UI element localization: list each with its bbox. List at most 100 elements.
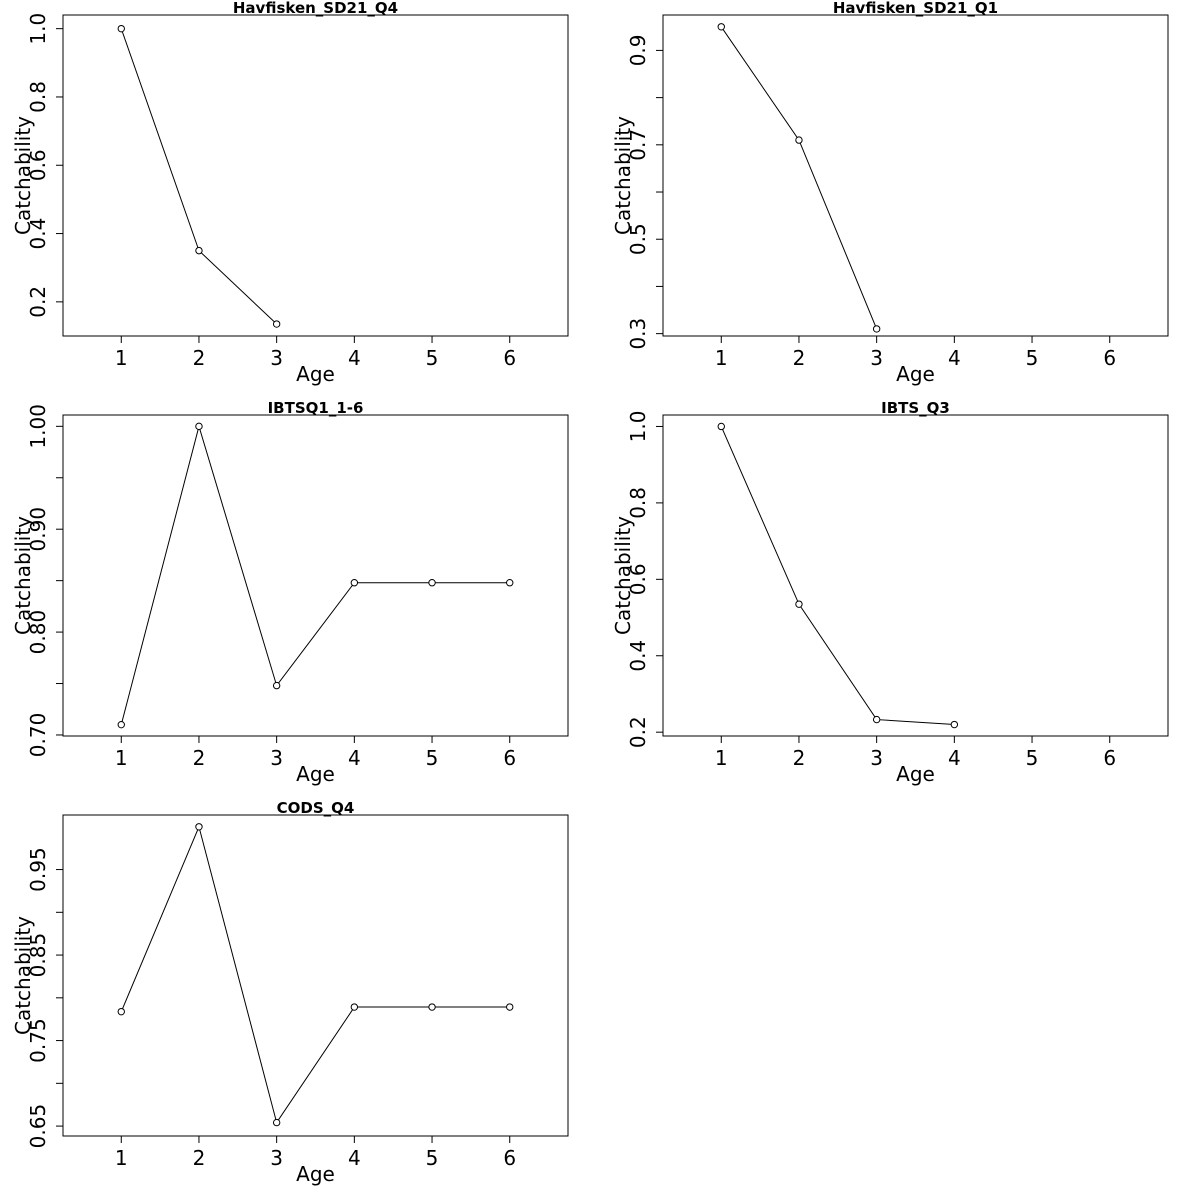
chart-title: Havfisken_SD21_Q4 xyxy=(233,0,398,17)
data-point xyxy=(272,320,281,328)
x-tick-label: 1 xyxy=(115,746,128,770)
y-axis-label: Catchability xyxy=(11,116,35,235)
x-tick-label: 5 xyxy=(426,346,439,370)
chart-title: Havfisken_SD21_Q1 xyxy=(833,0,998,17)
x-tick-label: 3 xyxy=(270,746,283,770)
data-point xyxy=(717,23,725,31)
x-tick-label: 1 xyxy=(715,746,728,770)
y-tick-label: 0.6 xyxy=(26,149,50,181)
x-axis-label: Age xyxy=(296,362,335,386)
data-point xyxy=(872,715,881,724)
y-tick-label: 0.6 xyxy=(626,563,650,595)
chart-title: CODS_Q4 xyxy=(277,799,355,817)
y-tick-label: 1.00 xyxy=(26,404,50,449)
x-tick-label: 4 xyxy=(348,346,361,370)
series-line xyxy=(720,26,878,330)
y-tick-label: 0.3 xyxy=(626,318,650,350)
x-tick-label: 4 xyxy=(348,1146,361,1170)
x-tick-label: 2 xyxy=(793,746,806,770)
data-point xyxy=(117,1007,125,1016)
y-tick-label: 0.90 xyxy=(26,507,50,552)
x-tick-label: 6 xyxy=(503,346,516,370)
data-point xyxy=(350,1003,359,1011)
y-tick-label: 0.2 xyxy=(626,716,650,748)
x-tick-label: 6 xyxy=(1103,346,1116,370)
y-tick-label: 1.0 xyxy=(26,13,50,45)
y-tick-label: 0.5 xyxy=(626,223,650,255)
y-tick-label: 0.80 xyxy=(26,610,50,655)
plot-frame xyxy=(662,14,1169,337)
chart-panel: CODS_Q4 1 2 3 4 5 6 0.65 0.75 0.85 0.95 Age Catchabi… xyxy=(11,799,569,1186)
y-tick-label: 0.8 xyxy=(626,487,650,519)
data-point xyxy=(428,1003,436,1011)
x-tick-label: 6 xyxy=(503,746,516,770)
data-point xyxy=(272,681,281,690)
x-tick-label: 3 xyxy=(870,346,883,370)
chart-title: IBTSQ1_1-6 xyxy=(268,399,364,417)
chart-panel: IBTS_Q3 1 2 3 4 5 6 0.2 0.4 0.6 0.8 1.0 Age Catchabil… xyxy=(611,399,1169,786)
y-tick-label: 0.4 xyxy=(26,218,50,250)
data-point xyxy=(272,1118,281,1127)
y-tick-label: 0.2 xyxy=(26,286,50,318)
y-tick-label: 0.95 xyxy=(26,847,50,892)
y-tick-label: 0.9 xyxy=(626,34,650,66)
data-point xyxy=(195,823,203,831)
y-tick-label: 0.65 xyxy=(26,1104,50,1149)
y-tick-label: 0.7 xyxy=(626,129,650,161)
chart-panel: Havfisken_SD21_Q4 1 2 3 4 5 6 0.2 0.4 0.6 0.8 1.0 Ag… xyxy=(11,0,569,386)
x-axis-label: Age xyxy=(896,362,935,386)
series-line xyxy=(120,424,510,725)
series-line xyxy=(120,28,277,325)
y-tick-label: 0.85 xyxy=(26,933,50,978)
x-axis-label: Age xyxy=(296,1162,335,1186)
y-tick-label: 0.75 xyxy=(26,1018,50,1063)
data-point xyxy=(195,246,203,255)
x-tick-label: 1 xyxy=(115,1146,128,1170)
x-tick-label: 4 xyxy=(948,746,961,770)
data-point xyxy=(117,24,125,33)
plot-frame xyxy=(662,414,1169,737)
chart-panel: IBTSQ1_1-6 1 2 3 4 5 6 0.70 0.80 0.90 1.00 Age Catch… xyxy=(11,399,569,786)
y-axis-label: Catchability xyxy=(611,516,635,635)
data-point xyxy=(506,1003,514,1011)
plot-frame xyxy=(62,814,569,1137)
data-point xyxy=(350,579,359,587)
x-tick-label: 5 xyxy=(426,1146,439,1170)
plot-frame xyxy=(62,14,569,337)
data-point xyxy=(872,325,881,333)
data-point xyxy=(506,579,514,587)
x-tick-label: 1 xyxy=(715,346,728,370)
chart-panel: Havfisken_SD21_Q1 1 2 3 4 5 6 0.3 0.5 0.7 0.9 Age Ca… xyxy=(611,0,1169,386)
x-tick-label: 2 xyxy=(193,746,206,770)
data-point xyxy=(428,579,436,587)
y-axis-label: Catchability xyxy=(11,916,35,1035)
y-axis-label: Catchability xyxy=(611,116,635,235)
x-tick-label: 6 xyxy=(503,1146,516,1170)
y-tick-label: 0.70 xyxy=(26,713,50,758)
data-point xyxy=(795,136,803,144)
x-tick-label: 3 xyxy=(270,346,283,370)
x-tick-label: 4 xyxy=(948,346,961,370)
y-axis-label: Catchability xyxy=(11,516,35,635)
series-line xyxy=(120,825,510,1124)
x-tick-label: 1 xyxy=(115,346,128,370)
x-axis-label: Age xyxy=(896,762,935,786)
x-tick-label: 3 xyxy=(270,1146,283,1170)
x-tick-label: 2 xyxy=(793,346,806,370)
data-point xyxy=(717,422,725,431)
x-tick-label: 5 xyxy=(1026,746,1039,770)
y-tick-label: 0.8 xyxy=(26,81,50,113)
y-tick-label: 1.0 xyxy=(626,411,650,443)
x-tick-label: 5 xyxy=(426,746,439,770)
data-point xyxy=(950,720,959,729)
x-tick-label: 2 xyxy=(193,1146,206,1170)
y-tick-label: 0.4 xyxy=(626,640,650,672)
x-axis-label: Age xyxy=(296,762,335,786)
chart-title: IBTS_Q3 xyxy=(881,399,950,417)
data-point xyxy=(195,422,203,431)
x-tick-label: 4 xyxy=(348,746,361,770)
x-tick-label: 6 xyxy=(1103,746,1116,770)
x-tick-label: 3 xyxy=(870,746,883,770)
data-point xyxy=(795,600,803,608)
x-tick-label: 5 xyxy=(1026,346,1039,370)
